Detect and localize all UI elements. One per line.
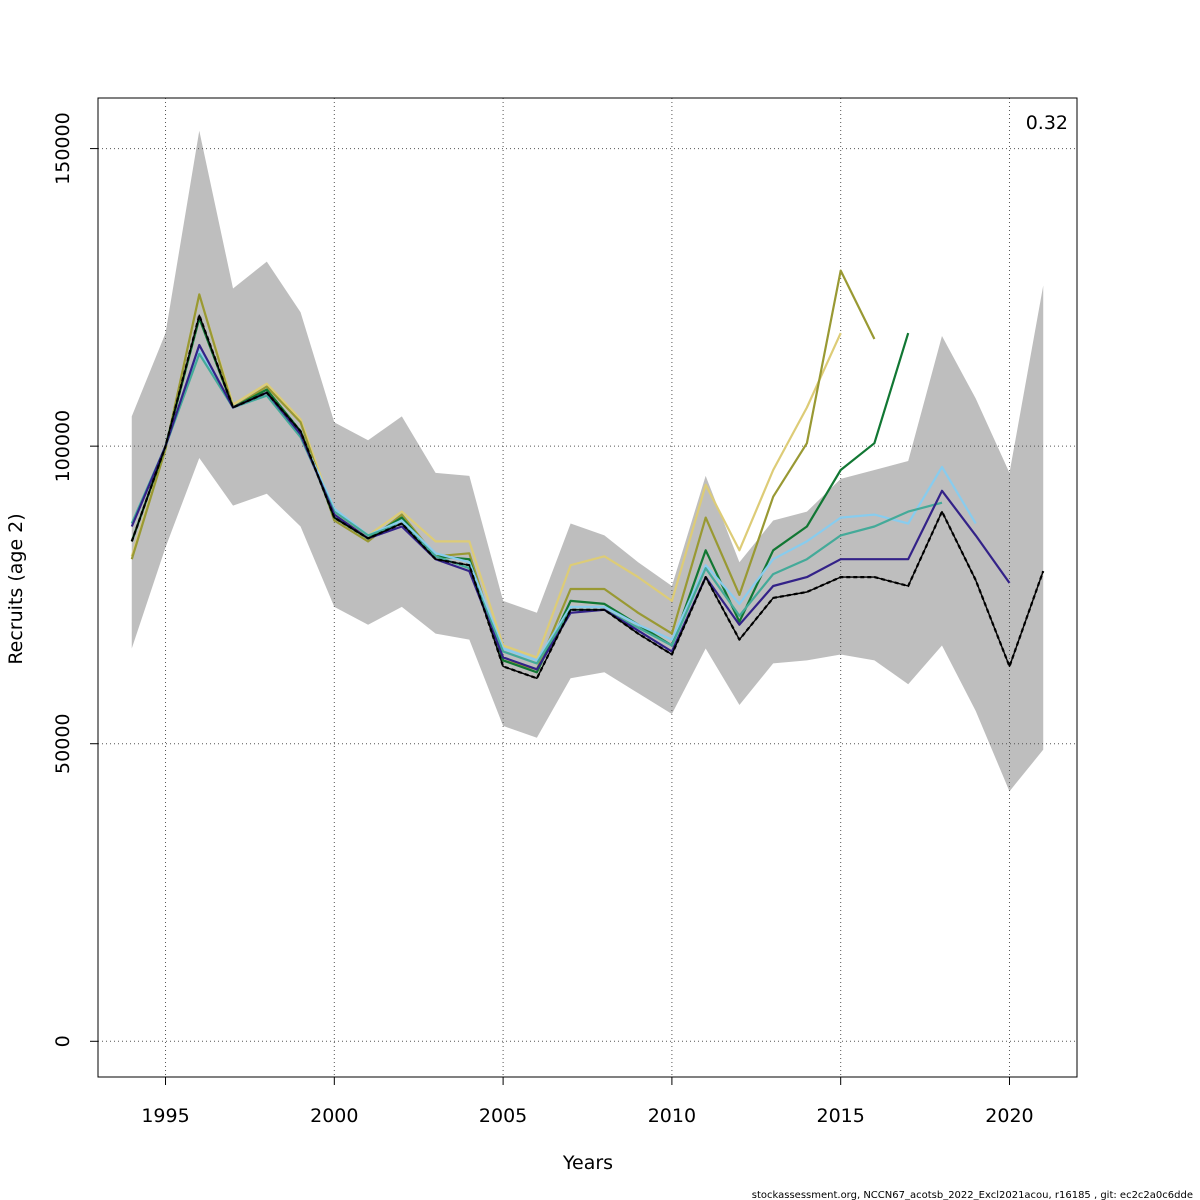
x-tick-label: 2000 <box>310 1105 358 1127</box>
x-tick-label: 2005 <box>479 1105 527 1127</box>
y-tick-label: 50000 <box>52 713 74 773</box>
annotation-label: 0.32 <box>1026 112 1068 134</box>
x-tick-label: 2015 <box>817 1105 865 1127</box>
y-axis-title: Recruits (age 2) <box>5 513 27 664</box>
y-tick-label: 0 <box>52 1035 74 1047</box>
x-tick-label: 2020 <box>985 1105 1033 1127</box>
y-tick-label: 100000 <box>52 410 74 483</box>
series-line-1 <box>130 293 842 659</box>
axes-layer: 1995 2000 2005 2010 2015 2020 0 50000 100000 1500… <box>52 97 1078 1127</box>
series-layer <box>130 269 1045 680</box>
confidence-band-layer <box>131 130 1044 792</box>
x-axis-title: Years <box>562 1152 613 1174</box>
footer-credit: stockassessment.org, NCCN67_acotsb_2022_… <box>752 1190 1193 1200</box>
confidence-band <box>131 130 1044 792</box>
y-tick-label: 150000 <box>52 112 74 185</box>
plot-frame <box>97 97 1078 1078</box>
series-line-5 <box>130 352 943 665</box>
series-line-3 <box>130 317 910 674</box>
x-tick-label: 1995 <box>141 1105 189 1127</box>
series-line-8 <box>131 314 1044 679</box>
x-tick-label: 2010 <box>648 1105 696 1127</box>
